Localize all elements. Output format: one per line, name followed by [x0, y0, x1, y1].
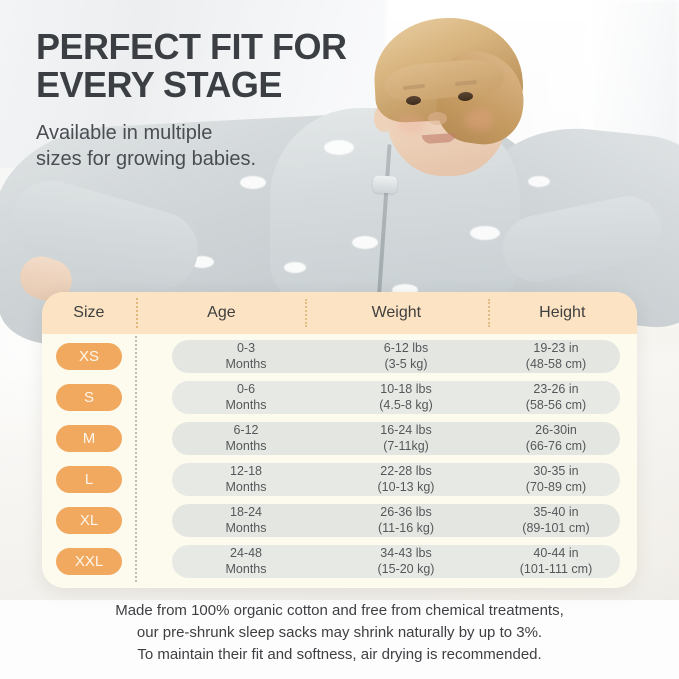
cell-age: 24-48 Months [225, 546, 267, 576]
size-badge: XXL [56, 548, 122, 575]
size-badge-cell: S [42, 384, 136, 411]
column-header-size: Size [73, 304, 105, 321]
cloud-print [324, 140, 354, 155]
size-badge-cell: XXL [42, 548, 136, 575]
care-line-3: To maintain their fit and softness, air … [137, 645, 542, 663]
size-badge: L [56, 466, 122, 493]
cell-height: 23-26 in (58-56 cm) [525, 382, 587, 412]
row-values-pill: 24-48 Months 34-43 lbs (15-20 kg) 40-44 … [172, 545, 620, 578]
size-badge: S [56, 384, 122, 411]
size-badge-cell: M [42, 425, 136, 452]
size-badge: M [56, 425, 122, 452]
size-badge-cell: L [42, 466, 136, 493]
cell-weight: 34-43 lbs (15-20 kg) [377, 546, 435, 576]
cell-weight: 22-28 lbs (10-13 kg) [377, 464, 435, 494]
cloud-print [352, 236, 378, 249]
headline-line-2: EVERY STAGE [36, 64, 282, 106]
size-badge-cell: XL [42, 507, 136, 534]
row-values-pill: 0-3 Months 6-12 lbs (3-5 kg) 19-23 in (4… [172, 340, 620, 373]
headline: PERFECT FIT FOR EVERY STAGE [36, 26, 416, 106]
care-line-1: Made from 100% organic cotton and free f… [115, 602, 564, 619]
cell-weight: 16-24 lbs (7-11kg) [380, 423, 432, 453]
table-row: L 12-18 Months 22-28 lbs (10-13 kg) 30-3… [42, 459, 637, 500]
cell-weight: 26-36 lbs (11-16 kg) [377, 505, 435, 535]
headline-line-1: PERFECT FIT FOR [36, 26, 347, 67]
table-row: XXL 24-48 Months 34-43 lbs (15-20 kg) 40… [42, 541, 637, 582]
baby-nose [428, 112, 447, 125]
size-chart-rows: XS 0-3 Months 6-12 lbs (3-5 kg) 19-23 in… [42, 336, 637, 582]
size-chart-header-row: Size Age Weight Height [42, 292, 637, 334]
cell-age: 0-3 Months [225, 341, 267, 371]
header-divider [488, 299, 490, 327]
row-values-pill: 18-24 Months 26-36 lbs (11-16 kg) 35-40 … [172, 504, 620, 537]
table-row: XL 18-24 Months 26-36 lbs (11-16 kg) 35-… [42, 500, 637, 541]
table-row: XS 0-3 Months 6-12 lbs (3-5 kg) 19-23 in… [42, 336, 637, 377]
cell-age: 0-6 Months [225, 382, 267, 412]
cell-height: 19-23 in (48-58 cm) [525, 341, 587, 371]
cell-weight: 6-12 lbs (3-5 kg) [383, 341, 429, 371]
row-values-pill: 6-12 Months 16-24 lbs (7-11kg) 26-30in (… [172, 422, 620, 455]
cell-age: 18-24 Months [225, 505, 267, 535]
table-row: M 6-12 Months 16-24 lbs (7-11kg) 26-30in… [42, 418, 637, 459]
cell-age: 12-18 Months [225, 464, 267, 494]
cloud-print [528, 176, 550, 187]
cell-weight: 10-18 lbs (4.5-8 kg) [379, 382, 433, 412]
subheadline-line-2: sizes for growing babies. [36, 148, 257, 170]
size-badge-cell: XS [42, 343, 136, 370]
baby-cheek [396, 114, 426, 134]
cell-height: 30-35 in (70-89 cm) [525, 464, 587, 494]
header-divider [305, 299, 307, 327]
subheadline: Available in multiple sizes for growing … [36, 120, 336, 172]
row-values-pill: 0-6 Months 10-18 lbs (4.5-8 kg) 23-26 in… [172, 381, 620, 414]
baby-cheek [464, 110, 494, 130]
size-chart-card: Size Age Weight Height XS 0-3 Months [42, 292, 637, 588]
cell-age: 6-12 Months [225, 423, 267, 453]
column-header-weight: Weight [371, 304, 422, 321]
subheadline-line-1: Available in multiple [36, 122, 213, 144]
cell-height: 35-40 in (89-101 cm) [522, 505, 590, 535]
cell-height: 40-44 in (101-111 cm) [519, 546, 593, 576]
column-header-age: Age [207, 304, 236, 321]
size-badge: XL [56, 507, 122, 534]
cell-height: 26-30in (66-76 cm) [525, 423, 587, 453]
cloud-print [240, 176, 266, 189]
cloud-print [284, 262, 306, 273]
row-values-pill: 12-18 Months 22-28 lbs (10-13 kg) 30-35 … [172, 463, 620, 496]
zipper-pull [372, 175, 398, 194]
size-column-divider [135, 336, 139, 582]
care-line-2: our pre-shrunk sleep sacks may shrink na… [136, 623, 543, 641]
size-badge: XS [56, 343, 122, 370]
column-header-height: Height [539, 304, 586, 321]
baby-product-photo [0, 0, 679, 348]
cloud-print [470, 226, 500, 240]
table-row: S 0-6 Months 10-18 lbs (4.5-8 kg) 23-26 … [42, 377, 637, 418]
care-instructions: Made from 100% organic cotton and free f… [0, 600, 679, 665]
header-divider [135, 298, 138, 328]
